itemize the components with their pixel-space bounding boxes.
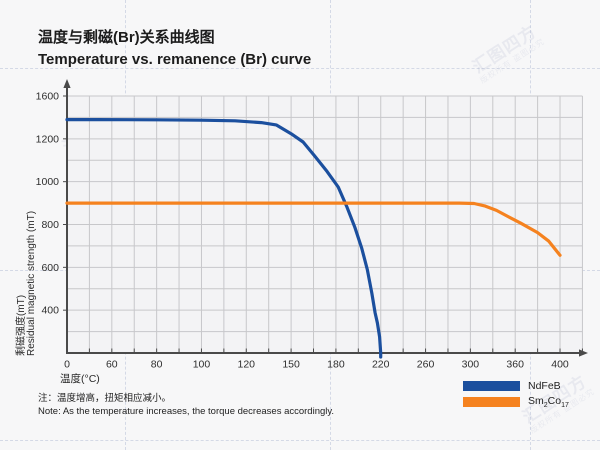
legend-item: NdFeB: [463, 378, 569, 394]
y-tick-label: 800: [41, 219, 59, 231]
x-tick-label: 120: [238, 359, 256, 371]
x-tick-label: 400: [551, 359, 569, 371]
y-tick-label: 1200: [36, 133, 60, 145]
page-title-zh: 温度与剩磁(Br)关系曲线图: [38, 29, 215, 46]
curve-sm2co17: [65, 201, 562, 257]
y-tick-label: 400: [41, 305, 59, 317]
footnote: 注：温度增高，扭矩相应减小。 Note: As the temperature …: [38, 393, 334, 418]
x-tick-label: 60: [106, 359, 118, 371]
legend-swatch: [463, 397, 520, 407]
footnote-zh: 注：温度增高，扭矩相应减小。: [38, 393, 172, 404]
y-tick-label: 600: [41, 262, 59, 274]
legend-label: Sm2Co17: [528, 394, 569, 410]
y-tick-label: 1600: [36, 91, 60, 103]
x-tick-label: 360: [506, 359, 524, 371]
x-tick-label: 80: [151, 359, 163, 371]
x-axis-title: 温度(°C): [60, 373, 100, 385]
x-tick-label: 220: [372, 359, 390, 371]
chart-legend: NdFeB Sm2Co17: [463, 378, 569, 410]
page-title-en: Temperature vs. remanence (Br) curve: [38, 51, 312, 68]
legend-swatch: [463, 381, 520, 391]
chart-title-block: 温度与剩磁(Br)关系曲线图 Temperature vs. remanence…: [38, 26, 311, 68]
x-tick-label: 0: [64, 359, 70, 371]
x-axis-arrow: [579, 349, 588, 357]
curve-ndfeb: [65, 118, 383, 359]
y-axis-title-zh: 剩磁强度(mT): [16, 294, 27, 356]
legend-label: NdFeB: [528, 380, 561, 392]
x-tick-label: 150: [282, 359, 300, 371]
y-axis-arrow: [63, 79, 71, 88]
x-tick-label: 180: [327, 359, 345, 371]
legend-item: Sm2Co17: [463, 394, 569, 410]
y-axis-title-en: Residual magnetic strength (mT): [26, 210, 37, 356]
footnote-en: Note: As the temperature increases, the …: [38, 405, 335, 417]
x-tick-label: 300: [462, 359, 480, 371]
x-tick-label: 100: [193, 359, 211, 371]
y-tick-label: 1000: [36, 176, 60, 188]
x-tick-label: 260: [417, 359, 435, 371]
